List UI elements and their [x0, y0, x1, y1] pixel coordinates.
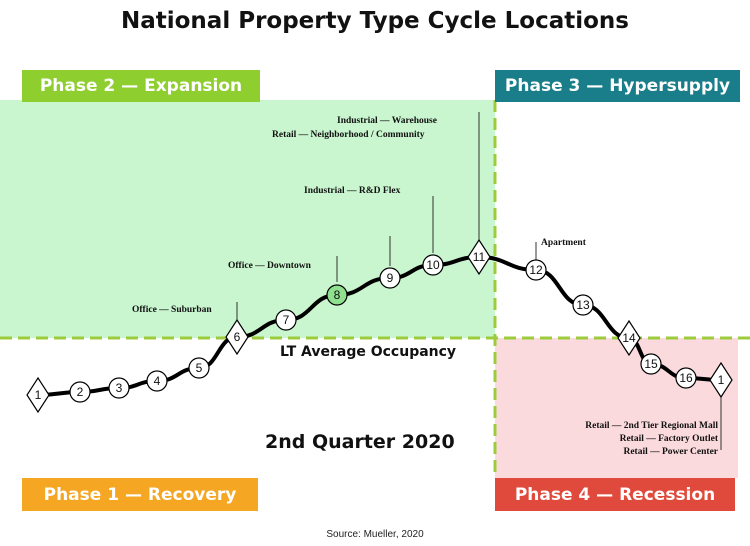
expansion-zone — [0, 100, 495, 338]
label-retail-2nd-tier: Retail — 2nd Tier Regional Mall — [585, 421, 718, 431]
cycle-point-number: 12 — [529, 263, 543, 277]
diamond-marker — [467, 238, 491, 276]
cycle-point-number: 5 — [196, 361, 203, 375]
cycle-point-number: 3 — [116, 381, 123, 395]
label-office-downtown: Office — Downtown — [228, 261, 312, 271]
label-office-suburban: Office — Suburban — [132, 305, 212, 315]
cycle-point-number: 2 — [77, 385, 84, 399]
label-apartment: Apartment — [541, 238, 587, 248]
circle-marker — [108, 377, 130, 399]
diamond-marker — [225, 318, 249, 356]
cycle-point-1: 1 — [26, 376, 50, 414]
label-retail-power-center: Retail — Power Center — [623, 447, 718, 457]
label-industrial-rd-flex: Industrial — R&D Flex — [304, 186, 401, 196]
cycle-point-number: 16 — [679, 371, 693, 385]
cycle-point-number: 10 — [426, 258, 440, 272]
label-industrial-warehouse: Industrial — Warehouse — [337, 116, 437, 126]
cycle-point-number: 13 — [576, 298, 590, 312]
diamond-marker — [709, 361, 733, 399]
label-retail-neighborhood: Retail — Neighborhood / Community — [272, 130, 425, 140]
cycle-point-number: 9 — [387, 271, 394, 285]
circle-marker — [275, 309, 297, 331]
cycle-point-number: 6 — [234, 330, 241, 344]
phase-4-banner: Phase 4 — Recession — [495, 478, 735, 511]
cycle-point-2: 2 — [69, 381, 91, 403]
quarter-label: 2nd Quarter 2020 — [265, 431, 455, 453]
cycle-point-11: 11 — [467, 238, 491, 276]
diamond-marker — [617, 319, 641, 357]
circle-marker — [640, 353, 662, 375]
diamond-marker — [26, 376, 50, 414]
cycle-point-12: 12 — [525, 259, 547, 281]
cycle-point-7: 7 — [275, 309, 297, 331]
cycle-point-8: 8 — [326, 284, 348, 306]
cycle-point-10: 10 — [422, 254, 444, 276]
page-title: National Property Type Cycle Locations — [120, 8, 629, 34]
source-note: Source: Mueller, 2020 — [326, 529, 424, 540]
label-retail-factory-outlet: Retail — Factory Outlet — [620, 434, 719, 444]
cycle-point-number: 1 — [718, 373, 725, 387]
recession-zone — [495, 338, 738, 478]
cycle-point-5: 5 — [188, 357, 210, 379]
cycle-point-number: 15 — [644, 357, 658, 371]
cycle-point-number: 4 — [154, 374, 161, 388]
cycle-point-number: 14 — [622, 331, 636, 345]
cycle-point-number: 1 — [35, 388, 42, 402]
cycle-point-15: 15 — [640, 353, 662, 375]
phase-2-banner: Phase 2 — Expansion — [22, 70, 260, 102]
cycle-point-17: 1 — [709, 361, 733, 399]
circle-marker — [69, 381, 91, 403]
circle-marker — [146, 370, 168, 392]
cycle-point-number: 8 — [334, 288, 341, 302]
cycle-point-6: 6 — [225, 318, 249, 356]
circle-marker — [525, 259, 547, 281]
circle-marker — [422, 254, 444, 276]
circle-marker — [572, 294, 594, 316]
cycle-point-9: 9 — [379, 267, 401, 289]
lt-average-label: LT Average Occupancy — [280, 344, 457, 360]
circle-marker — [188, 357, 210, 379]
phase-3-banner: Phase 3 — Hypersupply — [495, 70, 740, 102]
cycle-point-4: 4 — [146, 370, 168, 392]
leader-lines — [236, 112, 722, 450]
cycle-point-number: 11 — [473, 250, 486, 264]
cycle-point-16: 16 — [675, 367, 697, 389]
circle-marker — [675, 367, 697, 389]
circle-marker — [379, 267, 401, 289]
circle-marker — [326, 284, 348, 306]
cycle-point-number: 7 — [283, 313, 290, 327]
cycle-point-13: 13 — [572, 294, 594, 316]
cycle-point-14: 14 — [617, 319, 641, 357]
cycle-point-3: 3 — [108, 377, 130, 399]
phase-1-banner: Phase 1 — Recovery — [22, 478, 258, 511]
